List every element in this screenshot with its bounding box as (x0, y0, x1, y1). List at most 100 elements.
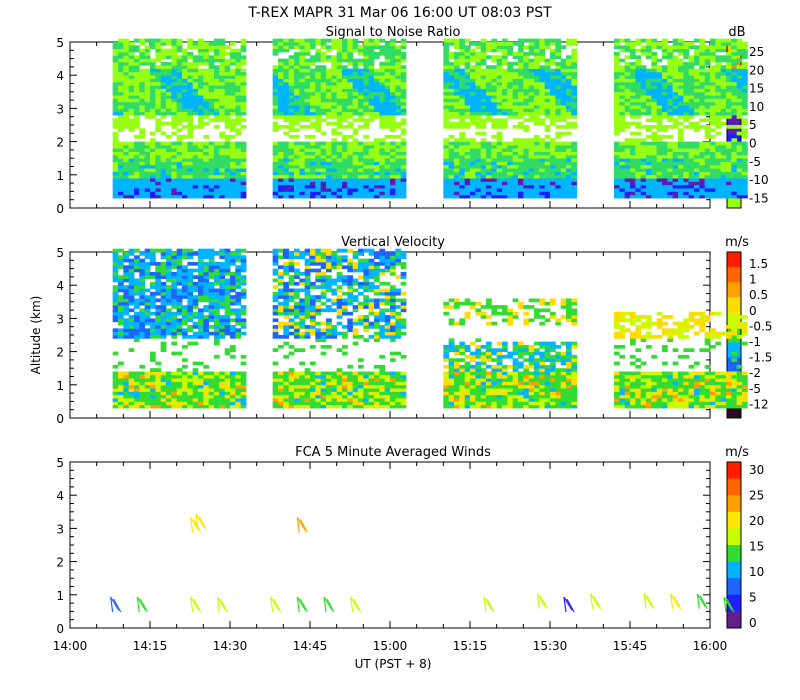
heatmap-cell (635, 194, 642, 199)
heatmap-cell (459, 98, 466, 103)
heatmap-cell (352, 38, 359, 43)
heatmap-cell (491, 194, 498, 199)
heatmap-cell (448, 171, 455, 176)
heatmap-cell (694, 101, 700, 106)
heatmap-cell (283, 118, 290, 123)
heatmap-cell (448, 42, 455, 46)
heatmap-cell (128, 51, 135, 56)
heatmap-cell (123, 331, 130, 336)
heatmap-cell (166, 325, 172, 329)
heatmap-cell (448, 61, 455, 66)
heatmap-cell (528, 144, 535, 149)
heatmap-cell (310, 78, 316, 83)
heatmap-cell (448, 85, 455, 89)
heatmap-cell (464, 58, 471, 63)
heatmap-cell (454, 91, 460, 96)
heatmap-cell (486, 141, 492, 146)
heatmap-cell (475, 75, 482, 79)
heatmap-cell (155, 388, 162, 392)
heatmap-cell (720, 148, 727, 152)
heatmap-cell (150, 295, 156, 299)
heatmap-cell (571, 194, 578, 199)
heatmap-cell (134, 188, 140, 192)
heatmap-cell (635, 98, 642, 103)
heatmap-cell (512, 98, 519, 103)
heatmap-cell (667, 141, 674, 146)
figure-title: T-REX MAPR 31 Mar 06 16:00 UT 08:03 PST (247, 5, 552, 21)
heatmap-cell (123, 118, 130, 123)
heatmap-cell (678, 108, 684, 113)
heatmap-cell (464, 115, 471, 119)
heatmap-cell (651, 171, 658, 176)
heatmap-cell (528, 42, 535, 46)
heatmap-cell (134, 371, 140, 376)
heatmap-cell (347, 81, 354, 86)
heatmap-cell (726, 161, 732, 166)
heatmap-cell (475, 158, 482, 162)
heatmap-cell (667, 68, 674, 73)
heatmap-cell (715, 184, 722, 189)
heatmap-cell (128, 85, 135, 89)
heatmap-cell (118, 108, 124, 113)
heatmap-cell (272, 38, 279, 43)
heatmap-cell (688, 141, 695, 146)
heatmap-cell (326, 168, 332, 172)
heatmap-cell (320, 95, 327, 99)
heatmap-cell (112, 151, 119, 156)
heatmap-cell (448, 81, 455, 86)
heatmap-cell (235, 158, 242, 162)
heatmap-cell (720, 168, 727, 172)
heatmap-cell (443, 178, 450, 182)
colorbar-unit-winds: m/s (725, 445, 749, 460)
heatmap-cell (150, 98, 156, 103)
heatmap-cell (368, 51, 375, 56)
heatmap-cell (630, 188, 636, 192)
heatmap-cell (278, 178, 284, 182)
heatmap-cell (139, 164, 146, 169)
heatmap-cell (304, 95, 311, 99)
heatmap-cell (731, 188, 738, 192)
heatmap-cell (160, 75, 167, 79)
heatmap-cell (571, 65, 578, 69)
heatmap-cell (214, 115, 220, 119)
heatmap-cell (672, 78, 679, 83)
heatmap-cell (326, 91, 332, 96)
heatmap-cell (224, 178, 231, 182)
heatmap-cell (208, 174, 215, 179)
heatmap-cell (635, 65, 642, 69)
heatmap-cell (619, 161, 626, 166)
heatmap-cell (518, 71, 524, 76)
heatmap-cell (128, 48, 135, 53)
heatmap-cell (459, 51, 466, 56)
heatmap-cell (118, 42, 124, 46)
heatmap-cell (400, 51, 407, 56)
heatmap-cell (667, 58, 674, 63)
heatmap-cell (118, 78, 124, 83)
heatmap-cell (475, 88, 482, 93)
heatmap-cell (486, 184, 492, 189)
heatmap-cell (326, 95, 332, 99)
heatmap-cell (742, 148, 748, 152)
heatmap-cell (571, 171, 578, 176)
heatmap-cell (491, 105, 498, 109)
heatmap-cell (358, 75, 364, 79)
heatmap-cell (374, 194, 380, 199)
heatmap-cell (742, 191, 748, 196)
y-tick-label: 1 (56, 379, 64, 393)
heatmap-cell (715, 178, 722, 182)
heatmap-cell (310, 191, 316, 196)
heatmap-cell (310, 38, 316, 43)
heatmap-cell (560, 45, 567, 50)
heatmap-cell (662, 55, 668, 59)
heatmap-cell (134, 78, 140, 83)
heatmap-cell (550, 38, 556, 43)
heatmap-cell (544, 171, 551, 176)
heatmap-cell (219, 111, 226, 116)
heatmap-cell (374, 68, 380, 73)
heatmap-cell (640, 161, 647, 166)
heatmap-cell (342, 65, 348, 69)
heatmap-cell (742, 181, 748, 186)
heatmap-cell (736, 111, 743, 116)
heatmap-cell (656, 105, 663, 109)
heatmap-cell (736, 161, 743, 166)
